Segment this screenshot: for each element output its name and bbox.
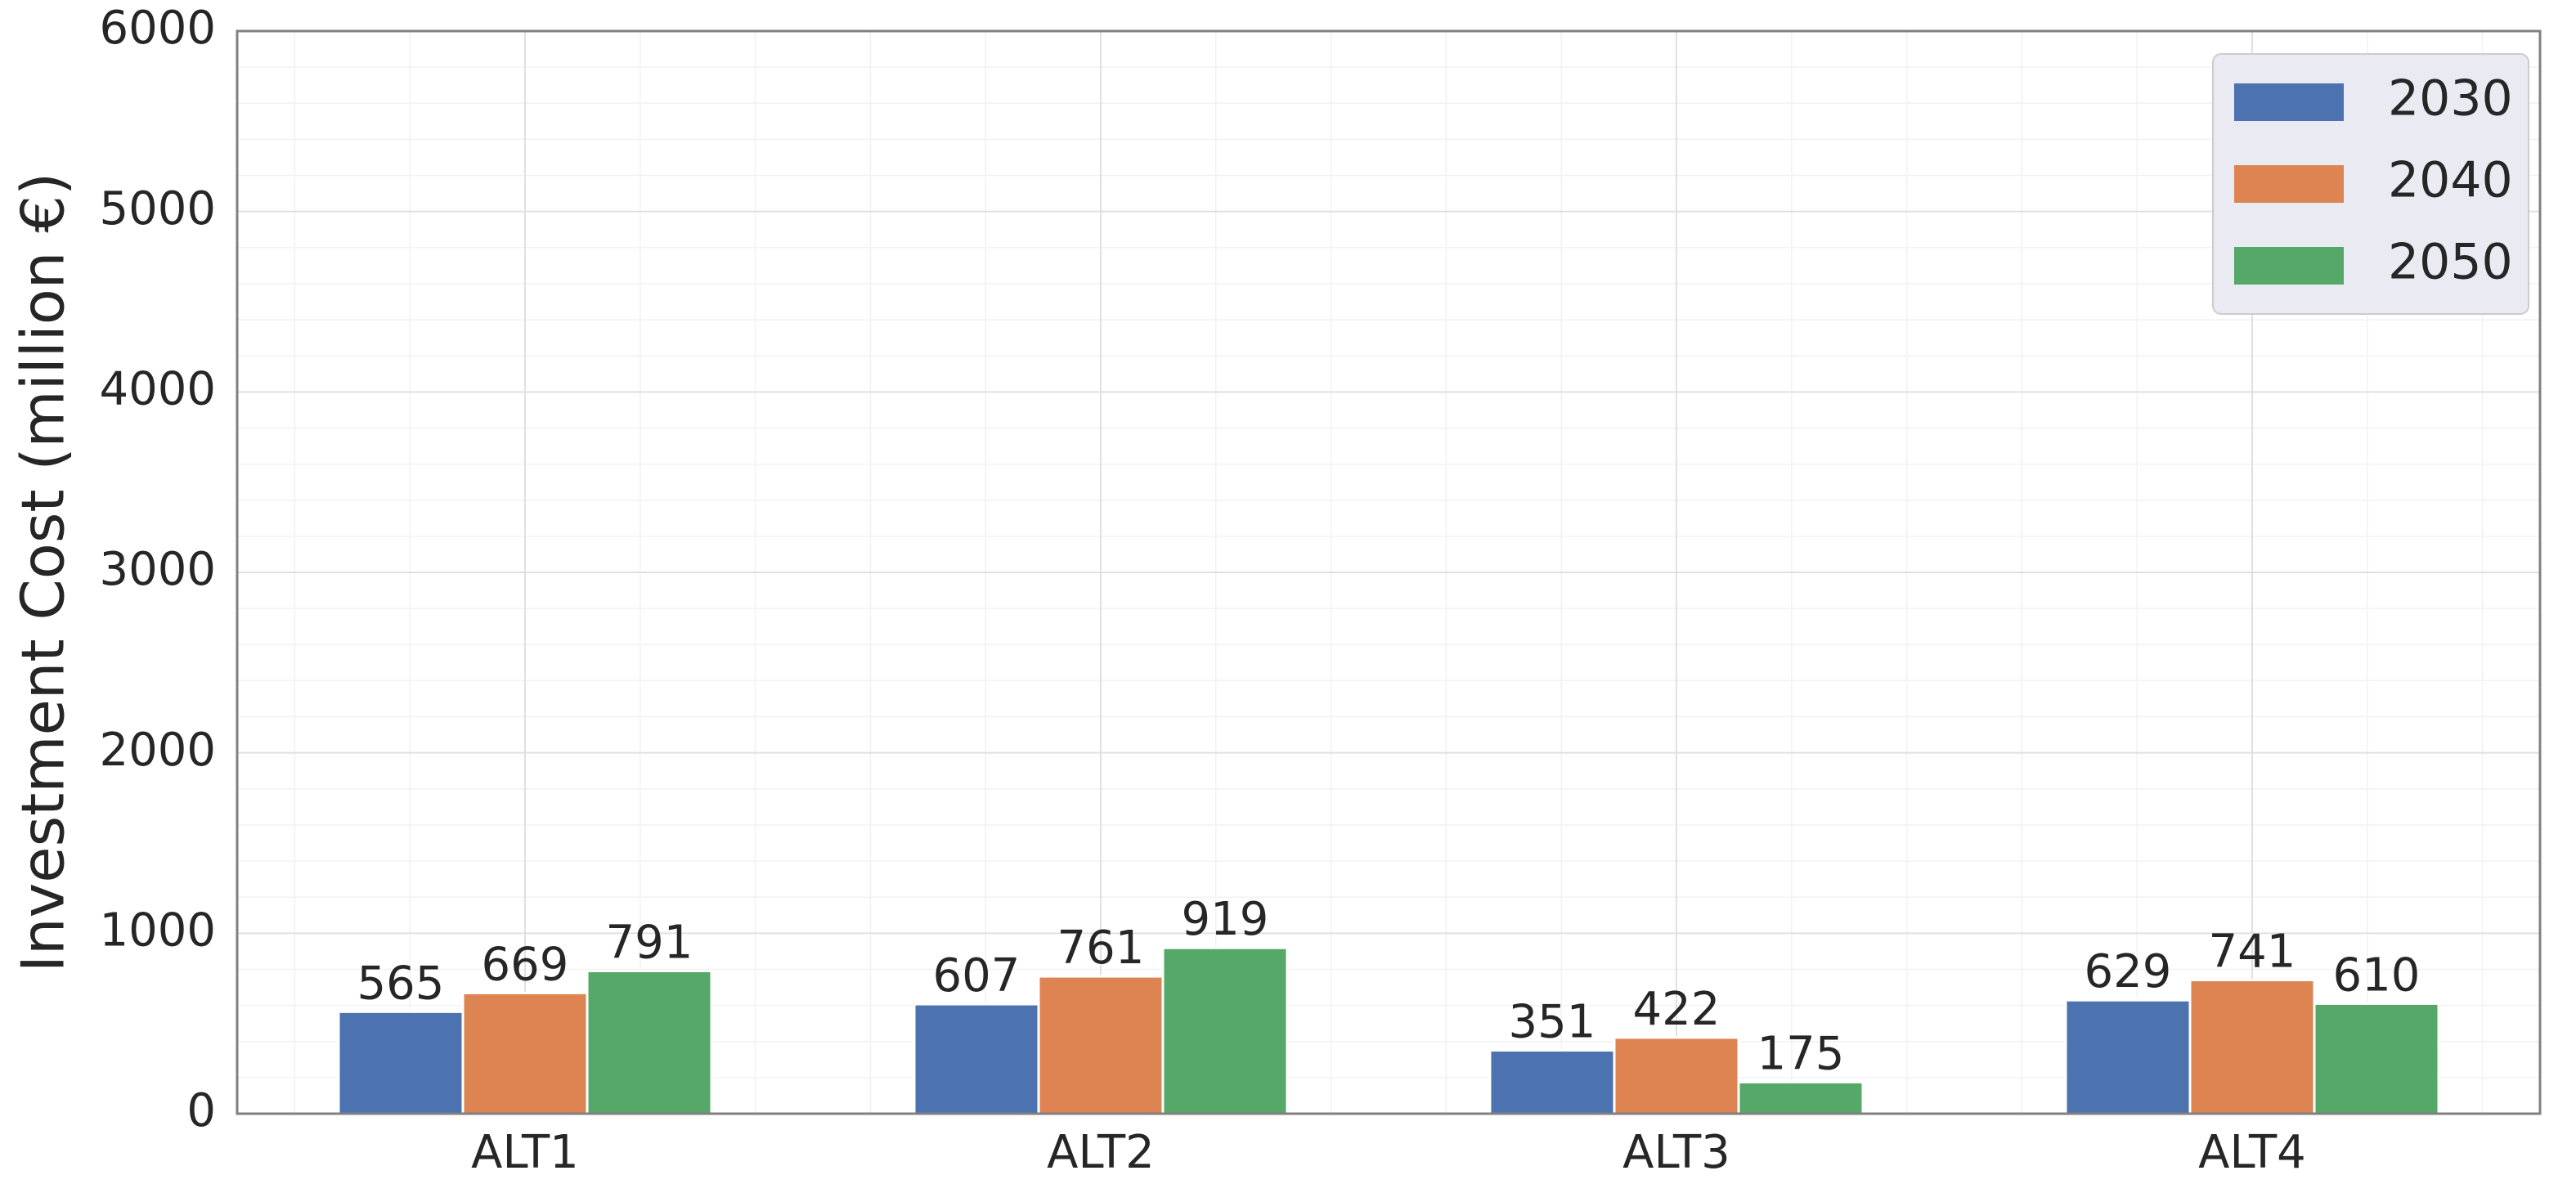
x-axis-ticks: ALT1 ALT2 ALT3 ALT4 [471, 1126, 2306, 1179]
bars [337, 946, 2440, 1115]
data-labels: 565 669 791 607 761 919 351 422 175 629 741 610 [357, 893, 2421, 1080]
data-label-alt4-2030: 629 [2085, 945, 2172, 998]
data-label-alt3-2040: 422 [1633, 983, 1721, 1036]
data-label-alt2-2050: 919 [1182, 893, 1269, 946]
y-axis-label: Investment Cost (million €) [9, 173, 78, 972]
x-tick-label: ALT3 [1622, 1126, 1730, 1179]
bar-alt1-2040 [461, 991, 589, 1115]
bar-alt1-2050 [586, 969, 713, 1115]
legend: 2030 2040 2050 [2212, 53, 2529, 315]
data-label-alt2-2030: 607 [933, 949, 1021, 1002]
data-label-alt4-2040: 741 [2209, 925, 2296, 978]
bar-alt2-2030 [913, 1002, 1040, 1115]
bar-alt2-2040 [1037, 975, 1165, 1115]
bar-alt4-2030 [2064, 998, 2192, 1115]
bar-alt3-2040 [1613, 1036, 1740, 1115]
x-tick-label: ALT2 [1047, 1126, 1155, 1179]
data-label-alt3-2050: 175 [1757, 1027, 1845, 1080]
y-tick-label: 4000 [99, 362, 216, 415]
bar-alt2-2050 [1161, 946, 1289, 1115]
bar-alt3-2030 [1488, 1049, 1616, 1115]
data-label-alt3-2030: 351 [1509, 996, 1596, 1049]
legend-swatch-2030 [2234, 83, 2344, 121]
y-tick-label: 3000 [99, 543, 216, 596]
bar-alt4-2050 [2313, 1002, 2440, 1115]
bar-alt1-2030 [337, 1010, 464, 1115]
y-tick-label: 6000 [99, 2, 216, 55]
x-tick-label: ALT4 [2198, 1126, 2306, 1179]
legend-swatch-2050 [2234, 247, 2344, 285]
y-tick-label: 2000 [99, 724, 216, 777]
y-tick-label: 1000 [99, 904, 216, 957]
data-label-alt2-2040: 761 [1057, 922, 1145, 975]
legend-swatch-2040 [2234, 165, 2344, 203]
data-label-alt4-2050: 610 [2333, 949, 2421, 1002]
data-label-alt1-2040: 669 [482, 938, 569, 991]
y-tick-label: 5000 [99, 182, 216, 235]
bar-alt3-2050 [1737, 1080, 1865, 1115]
y-axis-ticks: 0 1000 2000 3000 4000 5000 6000 [99, 2, 216, 1137]
bar-alt4-2040 [2188, 978, 2316, 1115]
x-tick-label: ALT1 [471, 1126, 579, 1179]
legend-label-2030: 2030 [2388, 70, 2513, 128]
legend-label-2040: 2040 [2388, 152, 2513, 209]
data-label-alt1-2050: 791 [606, 916, 693, 969]
legend-label-2050: 2050 [2388, 234, 2513, 291]
y-tick-label: 0 [186, 1084, 216, 1137]
plot-frame [236, 29, 2542, 1115]
data-label-alt1-2030: 565 [357, 957, 445, 1010]
